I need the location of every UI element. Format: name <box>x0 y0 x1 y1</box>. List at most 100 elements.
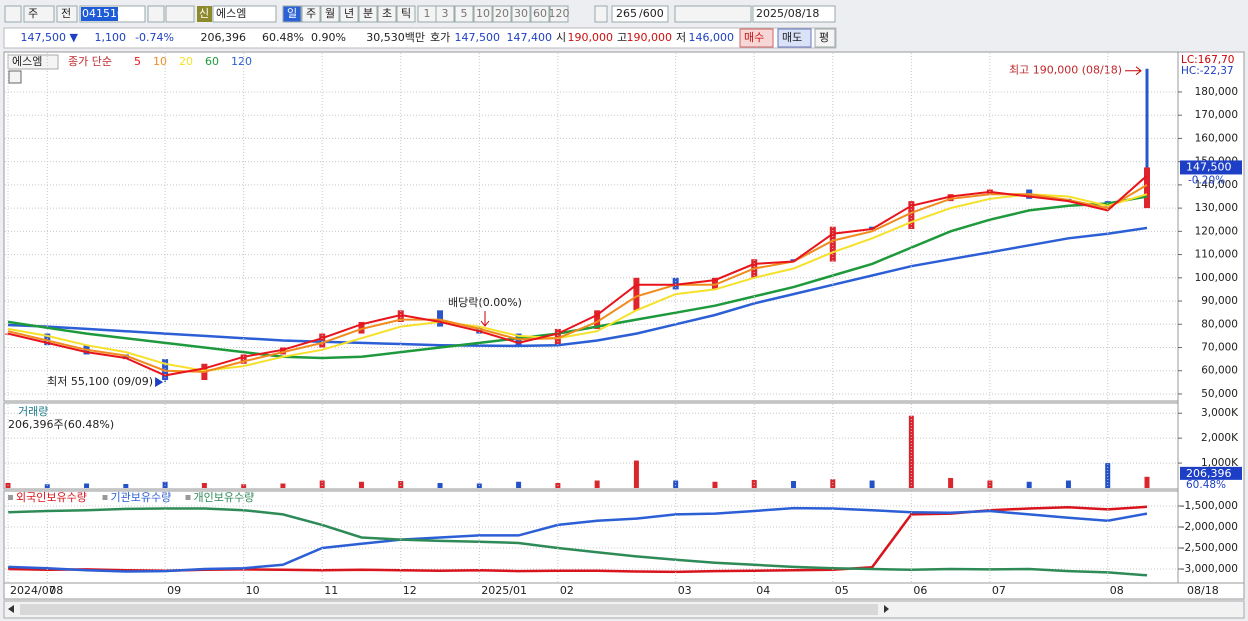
high-arrow <box>1125 66 1142 76</box>
open-label: 시 <box>556 31 566 44</box>
scroll-thumb[interactable] <box>20 604 878 615</box>
interval-label: 일 <box>287 6 297 20</box>
legend-prefix: 종가 단순 <box>68 55 112 68</box>
view-count-box[interactable] <box>611 5 669 23</box>
legend-entry: 외국인보유수량 <box>16 491 87 504</box>
candle <box>947 194 954 202</box>
price: 147,500 ▼ <box>21 31 79 44</box>
lc-label: LC:167,70 <box>1181 54 1234 66</box>
current-price: 147,500 <box>1186 160 1232 173</box>
y-tick-label: 100,000 <box>1195 272 1238 284</box>
tool-icons[interactable] <box>674 5 752 23</box>
candle <box>122 354 129 360</box>
prev-button[interactable] <box>56 5 78 23</box>
count-label: 1 <box>424 7 431 20</box>
pane-title: 거래량 <box>18 405 48 418</box>
stock-name: 에스엠 <box>216 7 246 20</box>
legend-entry: 120 <box>231 55 252 68</box>
legend-entry: 60 <box>205 55 219 68</box>
dividend-label: 배당락(0.00%) <box>448 296 522 309</box>
hc-label: HC:-22,37 <box>1181 65 1234 77</box>
sell: 매도 <box>782 31 802 44</box>
count-button[interactable] <box>530 5 550 23</box>
current-change: -0.20% <box>1188 174 1225 186</box>
low: 146,000 <box>689 31 735 44</box>
candle <box>633 277 640 311</box>
holding-line <box>7 506 1148 573</box>
interval-button[interactable] <box>320 5 340 23</box>
y-tick-label: 2,000K <box>1201 432 1239 444</box>
date-box[interactable] <box>752 5 836 23</box>
volume-rate: 60.48% <box>1186 479 1226 491</box>
turnover: 0.90% <box>311 31 346 44</box>
interval-button[interactable] <box>396 5 416 23</box>
dividend-arrow <box>480 311 490 327</box>
x-tick-label: 11 <box>324 584 338 597</box>
holding-line <box>7 507 1148 577</box>
interval-label: 분 <box>363 7 373 20</box>
x-tick-label: 10 <box>246 584 260 597</box>
volume-rate: 60.48% <box>262 31 304 44</box>
volume-bar <box>594 480 600 488</box>
y-tick-label: 70,000 <box>1201 341 1238 353</box>
legend-entry: 20 <box>179 55 193 68</box>
calc-icon[interactable] <box>8 70 22 84</box>
candle <box>358 321 365 334</box>
y-tick-label: -3,000,000 <box>1181 563 1238 575</box>
volume-bar <box>1026 481 1032 488</box>
sell-button[interactable] <box>777 28 812 48</box>
price-pane <box>3 51 1179 402</box>
max-count: /600 <box>639 7 664 20</box>
low-arrow <box>155 377 164 388</box>
code-selection <box>81 7 118 21</box>
view-count: 265 <box>616 7 637 20</box>
interval-button[interactable] <box>358 5 378 23</box>
sound-button[interactable] <box>165 5 195 23</box>
legend-swatch <box>185 495 191 500</box>
legend-swatch <box>8 495 13 500</box>
volume-bar <box>948 478 954 488</box>
volume: 206,396 <box>201 31 247 44</box>
count-label: 10 <box>476 7 490 20</box>
interval-label: 틱 <box>401 7 411 20</box>
volume-bar <box>1105 463 1111 488</box>
pane-title: 에스엠 <box>12 55 42 68</box>
x-tick-label: 2025/01 <box>481 584 527 597</box>
interval-button[interactable] <box>301 5 321 23</box>
period-select[interactable] <box>23 5 55 23</box>
new-badge: 신 <box>199 7 209 20</box>
candle <box>594 310 601 329</box>
name-box[interactable] <box>212 5 277 23</box>
legend-entry: 10 <box>153 55 167 68</box>
search-button[interactable] <box>147 5 165 23</box>
y-tick-label: 160,000 <box>1195 132 1238 144</box>
avg-button[interactable] <box>814 28 836 48</box>
count-dropdown[interactable] <box>594 5 608 23</box>
interval-button[interactable] <box>377 5 397 23</box>
count-label: 3 <box>442 7 449 20</box>
low-label: 최저 55,100 (09/09) <box>47 375 153 388</box>
count-button[interactable] <box>454 5 474 23</box>
y-tick-label: 180,000 <box>1195 86 1238 98</box>
interval-button[interactable] <box>339 5 359 23</box>
volume-bar <box>908 415 914 488</box>
ma-line <box>7 174 1148 377</box>
menu-icon[interactable] <box>4 5 22 23</box>
buy-button[interactable] <box>739 28 774 48</box>
amount: 30,530백만 <box>366 31 425 44</box>
volume-bar <box>44 484 50 488</box>
y-tick-label: 60,000 <box>1201 365 1238 377</box>
count-button[interactable] <box>492 5 512 23</box>
count-button[interactable] <box>473 5 493 23</box>
count-button[interactable] <box>435 5 455 23</box>
interval-button[interactable] <box>282 5 302 23</box>
count-button[interactable] <box>549 5 569 23</box>
volume-bar <box>987 480 993 488</box>
low-label: 저 <box>676 31 686 44</box>
volume-bar <box>280 483 286 488</box>
interval-label: 주 <box>306 7 316 20</box>
y-tick-label: -2,000,000 <box>1181 521 1238 533</box>
count-button[interactable] <box>511 5 531 23</box>
y-tick-label: 1,000K <box>1201 457 1239 469</box>
y-tick-label: 80,000 <box>1201 318 1238 330</box>
